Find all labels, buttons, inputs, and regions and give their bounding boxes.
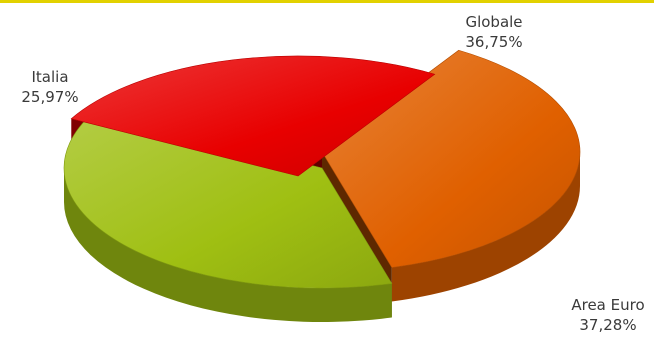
slice-value-label: 36,75% xyxy=(465,33,522,51)
slice-wall-globale xyxy=(391,152,580,302)
slice-label: Italia xyxy=(31,68,68,86)
slice-value-label: 25,97% xyxy=(21,88,78,106)
pie-tops xyxy=(63,49,581,289)
slice-value-label: 37,28% xyxy=(579,316,636,334)
slice-wall-area-euro xyxy=(64,168,392,322)
pie-labels: Globale 36,75% Area Euro 37,28% Italia 25,97% xyxy=(21,13,644,334)
slice-label: Globale xyxy=(465,13,522,31)
slice-label: Area Euro xyxy=(571,296,644,314)
top-accent-rule xyxy=(0,0,654,3)
slice-area-euro xyxy=(63,110,393,289)
slice-italia xyxy=(70,55,436,177)
